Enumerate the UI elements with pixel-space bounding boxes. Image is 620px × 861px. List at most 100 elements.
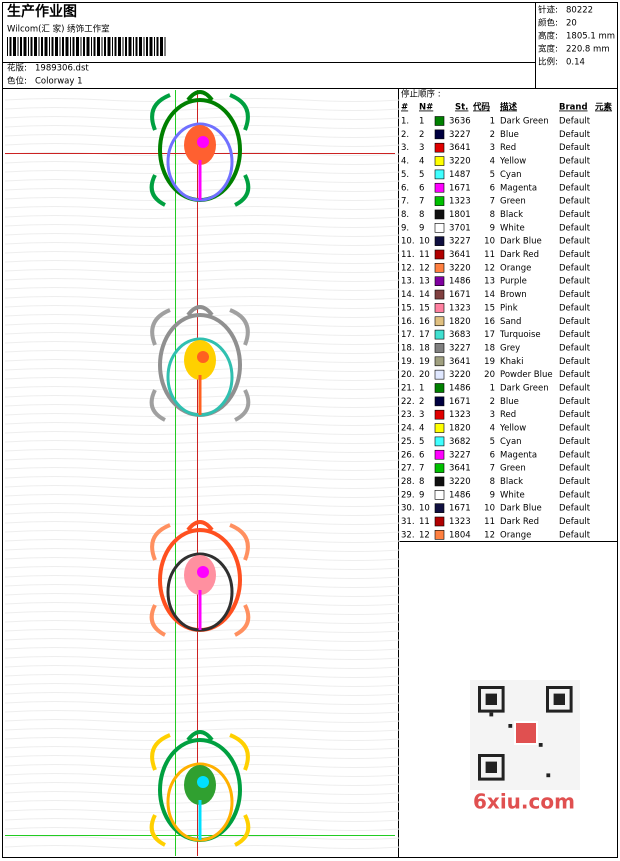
code: 3641 [449, 357, 471, 367]
color-name: Blue [500, 397, 519, 407]
bar [146, 37, 148, 56]
color-name: White [500, 490, 525, 500]
qr-logo [514, 721, 538, 745]
color-number: 4 [490, 424, 495, 434]
texture [4, 422, 401, 426]
color-name: Brown [500, 290, 527, 300]
flower-center [197, 566, 209, 578]
bar [135, 37, 138, 56]
row-index: 17. [401, 330, 415, 340]
qr-cell [489, 712, 494, 717]
motif [149, 730, 251, 847]
code: 3636 [449, 117, 471, 127]
column-header: N# [419, 103, 433, 113]
texture [4, 656, 401, 660]
needle: 8 [419, 477, 424, 487]
texture [4, 611, 401, 615]
column-header: St. [455, 103, 468, 113]
texture [4, 620, 401, 624]
bar [104, 37, 106, 56]
bar [62, 37, 64, 56]
needle: 9 [419, 223, 424, 233]
texture [4, 107, 401, 111]
needle: 10 [419, 237, 430, 247]
color-name: Grey [500, 343, 520, 353]
flower-center [197, 136, 209, 148]
qr-cell [538, 743, 543, 747]
swatch [434, 503, 445, 513]
bar [7, 37, 8, 56]
texture [4, 593, 401, 597]
crest [186, 305, 214, 317]
texture [4, 818, 401, 822]
needle: 7 [419, 197, 424, 207]
swatch [434, 276, 445, 287]
texture [4, 719, 401, 723]
brand: Default [559, 504, 591, 514]
brand: Default [559, 250, 591, 260]
texture [4, 485, 401, 489]
column-header: Brand [559, 103, 588, 113]
needle: 13 [419, 277, 430, 287]
brand: Default [559, 397, 591, 407]
bar [101, 37, 103, 56]
swatch [434, 369, 445, 380]
texture [4, 710, 401, 714]
row-index: 11. [401, 250, 415, 260]
color-number: 12 [484, 263, 495, 273]
color-name: Blue [500, 130, 519, 140]
needle: 11 [419, 517, 430, 527]
brand: Default [559, 517, 591, 527]
texture [4, 269, 401, 273]
swatch [434, 182, 445, 193]
row-index: 20. [401, 370, 415, 380]
color-name: Turquoise [499, 330, 541, 340]
row-index: 29. [401, 490, 415, 500]
texture [4, 548, 401, 552]
color-number: 20 [484, 370, 495, 380]
bar [91, 37, 92, 56]
brand: Default [559, 277, 591, 287]
texture [4, 683, 401, 687]
color-name: White [500, 223, 525, 233]
bar [55, 37, 58, 56]
texture [4, 674, 401, 678]
swatch [434, 409, 445, 420]
brand: Default [559, 530, 591, 540]
color-number: 1 [490, 117, 495, 127]
bar [86, 37, 90, 56]
needle: 16 [419, 317, 430, 327]
bar [107, 37, 111, 56]
code: 3220 [449, 370, 471, 380]
texture [4, 539, 401, 543]
row-index: 2. [401, 130, 409, 140]
row-index: 28. [401, 477, 415, 487]
motif [149, 90, 251, 207]
needle: 19 [419, 357, 430, 367]
qr-finder [478, 686, 505, 713]
code: 1671 [449, 183, 471, 193]
texture [4, 332, 401, 336]
bar [83, 37, 85, 56]
needle: 12 [419, 263, 430, 273]
code: 3227 [449, 343, 471, 353]
texture [4, 233, 401, 237]
texture [4, 251, 401, 255]
row-index: 3. [401, 143, 409, 153]
color-number: 1 [490, 384, 495, 394]
color-number: 17 [484, 330, 495, 340]
color-name: Cyan [500, 437, 522, 447]
swatch [434, 516, 445, 527]
row-index: 16. [401, 317, 415, 327]
brand: Default [559, 357, 591, 367]
swatch [434, 169, 445, 180]
texture [4, 638, 401, 642]
code: 3220 [449, 263, 471, 273]
crest [186, 730, 214, 742]
needle: 11 [419, 250, 430, 260]
bar [93, 37, 96, 56]
swatch [434, 436, 445, 447]
qr-finder [485, 761, 497, 773]
watermark: 6xiu.com [473, 790, 575, 814]
